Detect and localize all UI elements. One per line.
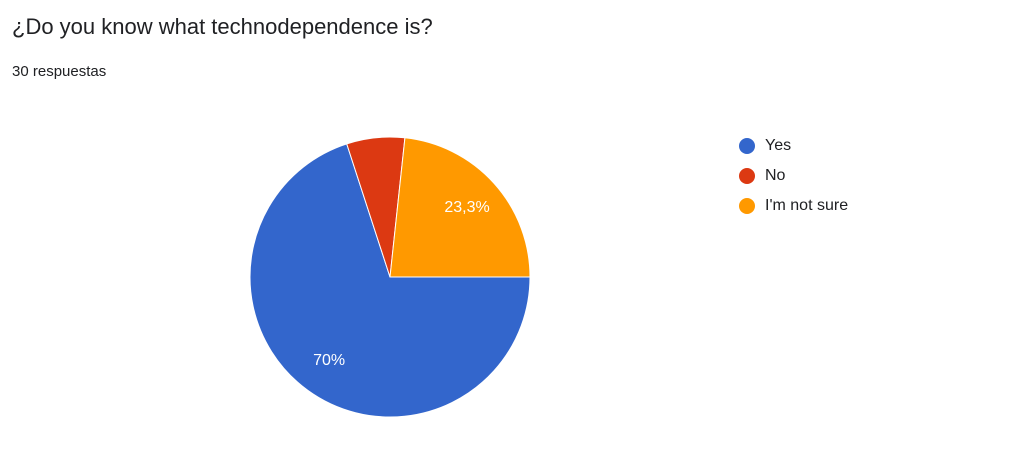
legend-marker — [739, 138, 755, 154]
legend-marker — [739, 198, 755, 214]
legend-label: No — [765, 167, 786, 184]
legend-marker — [739, 168, 755, 184]
chart-subtitle: 30 respuestas — [12, 63, 106, 80]
legend-label: I'm not sure — [765, 197, 848, 214]
pie-slice — [249, 143, 531, 418]
chart-title: ¿Do you know what technodependence is? — [12, 14, 433, 39]
slice-label: 70% — [313, 352, 345, 369]
legend-label: Yes — [765, 137, 791, 154]
slice-label: 23,3% — [444, 199, 489, 216]
pie-slice — [389, 137, 531, 278]
